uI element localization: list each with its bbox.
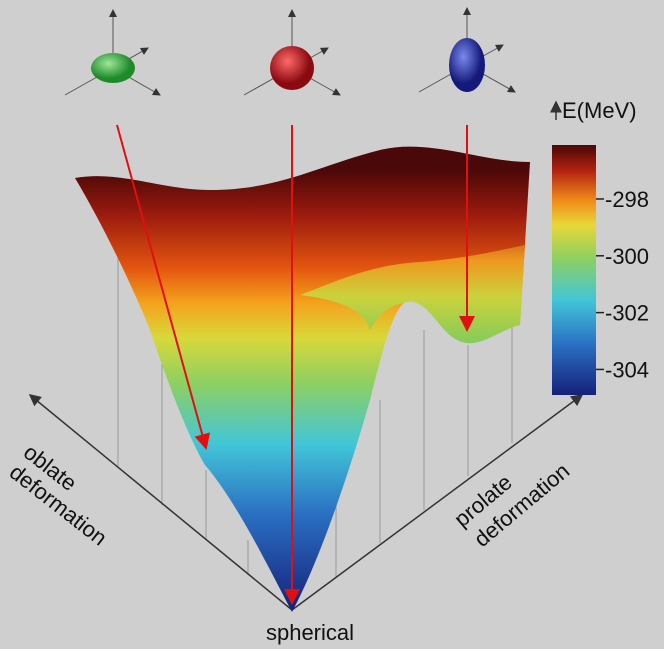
figure: E(MeV) -298-300-302-304 oblate deformati…: [0, 0, 664, 649]
colorbar-tick-label: -304: [605, 357, 649, 382]
colorbar-label: E(MeV): [562, 98, 637, 123]
prolate-shape: [449, 38, 485, 92]
colorbar: [552, 145, 596, 395]
colorbar-tick-label: -300: [605, 244, 649, 269]
spherical-label: spherical: [266, 620, 354, 645]
colorbar-tick-label: -302: [605, 301, 649, 326]
colorbar-tick-label: -298: [605, 187, 649, 212]
spherical-shape: [270, 46, 314, 90]
oblate-shape: [91, 53, 135, 83]
